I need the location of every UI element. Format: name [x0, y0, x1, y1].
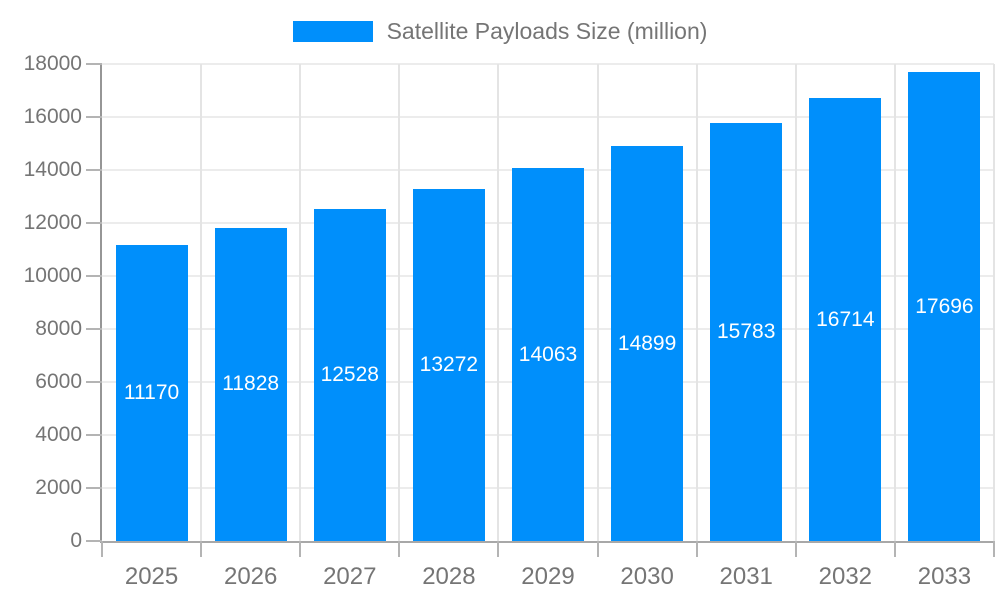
legend-label: Satellite Payloads Size (million) — [386, 18, 708, 44]
x-axis-tick — [794, 541, 797, 557]
x-axis-tick — [299, 541, 302, 557]
y-axis-tick-label: 16000 — [23, 105, 82, 128]
x-axis-tick — [596, 541, 599, 557]
y-axis-tick-label: 18000 — [23, 52, 82, 75]
bar[interactable] — [809, 98, 882, 541]
y-axis-tick — [86, 381, 102, 383]
y-axis-tick-label: 2000 — [35, 476, 82, 499]
bar[interactable] — [115, 245, 188, 541]
x-axis-tick — [101, 541, 103, 557]
gridline-horizontal — [102, 63, 994, 65]
legend-swatch — [292, 21, 373, 42]
y-axis-tick-label: 0 — [70, 529, 82, 552]
gridline-vertical — [596, 64, 599, 541]
gridline-vertical — [299, 64, 302, 541]
bar[interactable] — [214, 227, 287, 541]
y-axis-tick-label: 4000 — [35, 423, 82, 446]
x-axis-tick — [200, 541, 203, 557]
gridline-vertical — [993, 64, 995, 541]
y-axis-tick — [86, 63, 102, 65]
bar-value-label: 16714 — [816, 307, 875, 331]
x-axis-tick-label: 2025 — [124, 563, 179, 590]
x-axis-tick-label: 2027 — [323, 563, 377, 590]
bar[interactable] — [908, 72, 981, 541]
chart-legend[interactable]: Satellite Payloads Size (million) — [0, 18, 1000, 45]
y-axis-tick — [86, 434, 102, 436]
plot-area: 0 2000 4000 6000 8000 10000 12000 14000 16000 180… — [24, 52, 995, 590]
x-axis-tick — [695, 541, 698, 557]
gridline-vertical — [893, 64, 896, 541]
bar[interactable] — [412, 189, 485, 541]
bar-value-label: 17696 — [915, 294, 974, 318]
bar[interactable] — [512, 168, 584, 541]
gridline-vertical — [794, 64, 797, 541]
y-axis-tick — [86, 540, 102, 542]
bar[interactable] — [710, 122, 783, 541]
x-axis-tick-label: 2030 — [620, 563, 674, 590]
gridline-horizontal — [102, 116, 994, 118]
x-axis-tick-label: 2029 — [521, 563, 575, 590]
x-axis-tick — [893, 541, 896, 557]
bar-value-label: 14063 — [518, 342, 578, 366]
bar-value-label: 11170 — [123, 380, 180, 404]
gridline-vertical — [695, 64, 698, 541]
x-axis-tick — [398, 541, 401, 557]
x-axis-tick-label: 2031 — [719, 563, 773, 590]
bar[interactable] — [313, 209, 386, 541]
x-axis-tick-label: 2032 — [818, 563, 873, 590]
bar-value-label: 11828 — [222, 372, 280, 396]
bar-value-label: 15783 — [717, 319, 776, 343]
y-axis-tick — [86, 487, 102, 489]
y-axis-tick-label: 12000 — [23, 211, 82, 234]
x-axis-tick — [497, 541, 500, 557]
x-axis-tick-label: 2033 — [917, 563, 972, 590]
bar-value-label: 13272 — [419, 353, 479, 377]
bar-value-label: 14899 — [617, 331, 677, 355]
y-axis-tick — [86, 275, 102, 277]
y-axis-tick — [86, 169, 102, 171]
gridline-vertical — [497, 64, 500, 541]
x-axis-tick — [993, 541, 995, 557]
y-axis-tick-label: 8000 — [35, 317, 82, 340]
y-axis-tick-label: 10000 — [23, 264, 82, 287]
y-axis-tick — [86, 222, 102, 224]
x-axis-tick-label: 2028 — [422, 563, 476, 590]
y-axis-tick — [86, 328, 102, 330]
y-axis-tick — [86, 116, 102, 118]
gridline-vertical — [200, 64, 203, 541]
gridline-vertical — [398, 64, 401, 541]
bar[interactable] — [611, 146, 684, 541]
y-axis-tick-label: 14000 — [23, 158, 82, 181]
bar-value-label: 12528 — [320, 363, 379, 386]
x-axis-tick-label: 2026 — [223, 563, 278, 590]
y-axis-tick-label: 6000 — [35, 370, 82, 393]
